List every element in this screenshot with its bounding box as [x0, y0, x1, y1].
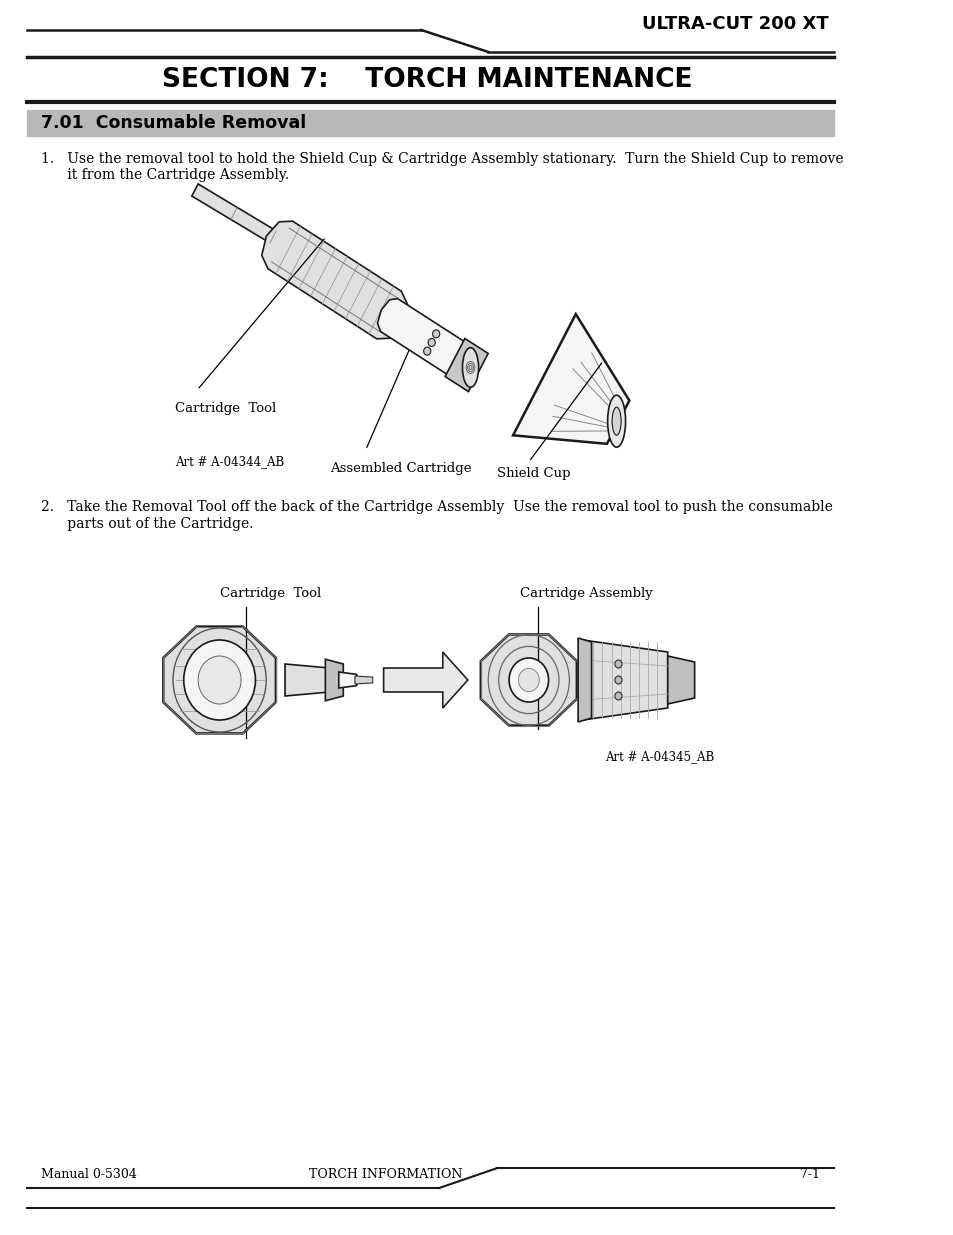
- Text: Manual 0-5304: Manual 0-5304: [41, 1168, 137, 1182]
- Text: Art # A-04344_AB: Art # A-04344_AB: [174, 454, 284, 468]
- Circle shape: [432, 330, 439, 338]
- Polygon shape: [192, 184, 328, 274]
- Ellipse shape: [462, 348, 478, 388]
- Polygon shape: [480, 635, 577, 725]
- Circle shape: [517, 668, 538, 692]
- Polygon shape: [261, 221, 407, 338]
- Text: 7-1: 7-1: [800, 1168, 820, 1182]
- Bar: [27, 110, 833, 136]
- Polygon shape: [163, 626, 275, 734]
- Text: SECTION 7:    TORCH MAINTENANCE: SECTION 7: TORCH MAINTENANCE: [162, 67, 692, 93]
- Text: 1.   Use the removal tool to hold the Shield Cup & Cartridge Assembly stationary: 1. Use the removal tool to hold the Shie…: [41, 152, 843, 165]
- Ellipse shape: [612, 408, 620, 435]
- Polygon shape: [377, 299, 471, 377]
- Text: Assembled Cartridge: Assembled Cartridge: [330, 462, 471, 475]
- Text: 2.   Take the Removal Tool off the back of the Cartridge Assembly  Use the remov: 2. Take the Removal Tool off the back of…: [41, 500, 832, 514]
- Text: Cartridge  Tool: Cartridge Tool: [219, 587, 320, 600]
- Polygon shape: [578, 638, 591, 722]
- Circle shape: [615, 659, 621, 668]
- Text: 7.01  Consumable Removal: 7.01 Consumable Removal: [41, 114, 306, 132]
- Circle shape: [615, 676, 621, 684]
- Text: ULTRA-CUT 200 XT: ULTRA-CUT 200 XT: [641, 15, 828, 33]
- Polygon shape: [582, 640, 667, 720]
- Polygon shape: [667, 656, 694, 704]
- Circle shape: [428, 338, 435, 347]
- Circle shape: [184, 640, 255, 720]
- Polygon shape: [383, 652, 467, 708]
- Circle shape: [509, 658, 548, 701]
- Polygon shape: [325, 659, 343, 700]
- Text: Art # A-04345_AB: Art # A-04345_AB: [604, 750, 714, 763]
- Polygon shape: [338, 672, 356, 688]
- Text: it from the Cartridge Assembly.: it from the Cartridge Assembly.: [41, 168, 289, 182]
- Text: TORCH INFORMATION: TORCH INFORMATION: [309, 1168, 461, 1182]
- Polygon shape: [285, 664, 338, 697]
- Polygon shape: [513, 314, 629, 443]
- Polygon shape: [355, 676, 373, 684]
- Text: Cartridge  Tool: Cartridge Tool: [174, 403, 275, 415]
- Text: Shield Cup: Shield Cup: [497, 467, 570, 480]
- Polygon shape: [445, 338, 488, 391]
- Text: Cartridge Assembly: Cartridge Assembly: [519, 587, 652, 600]
- Ellipse shape: [607, 395, 625, 447]
- Text: parts out of the Cartridge.: parts out of the Cartridge.: [41, 517, 253, 531]
- Circle shape: [423, 347, 431, 356]
- Circle shape: [198, 656, 241, 704]
- Circle shape: [615, 692, 621, 700]
